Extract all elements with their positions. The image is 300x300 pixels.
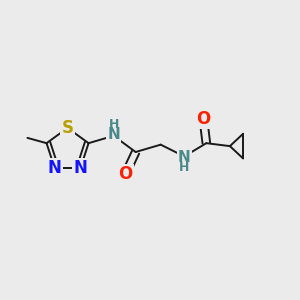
Text: S: S	[61, 119, 74, 137]
Text: H: H	[108, 118, 119, 131]
Text: N: N	[74, 159, 88, 177]
Text: H: H	[179, 161, 189, 174]
Text: O: O	[196, 110, 211, 128]
Text: N: N	[48, 159, 62, 177]
Text: N: N	[178, 150, 190, 165]
Text: O: O	[118, 165, 133, 183]
Text: N: N	[107, 127, 120, 142]
